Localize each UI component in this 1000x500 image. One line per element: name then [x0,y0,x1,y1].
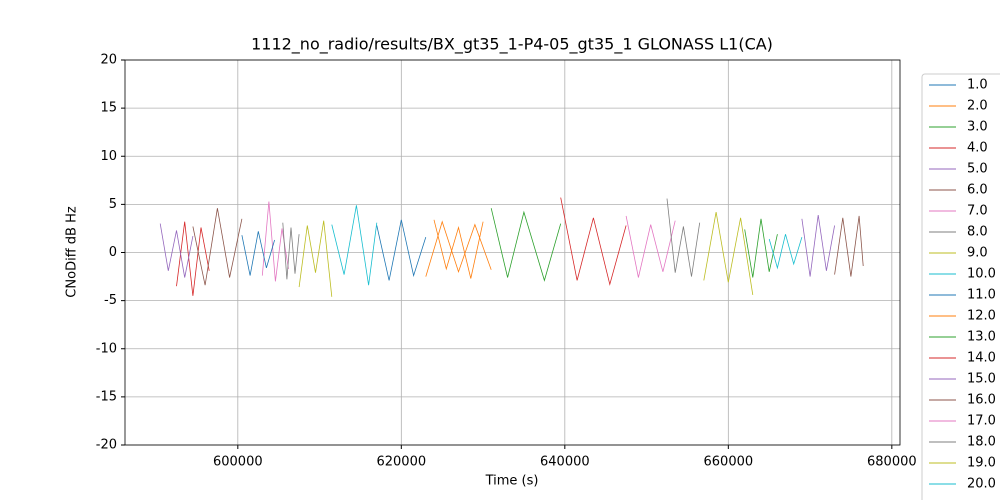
legend-label: 10.0 [967,267,996,282]
data-line [282,222,300,280]
data-line [241,231,275,276]
legend-label: 3.0 [967,120,988,135]
x-tick-label: 680000 [867,455,917,470]
data-line [768,234,803,270]
y-tick-label: -5 [104,293,117,308]
x-tick-label: 600000 [213,455,263,470]
legend-box [921,73,1000,500]
data-line [298,220,333,297]
legend-label: 2.0 [967,99,988,114]
data-line [425,220,492,277]
y-tick-label: 5 [109,197,117,212]
legend-label: 14.0 [967,351,996,366]
data-line [801,214,835,277]
data-line [176,221,210,296]
legend-label: 8.0 [967,225,988,240]
y-tick-label: 20 [100,53,117,68]
x-tick-label: 620000 [376,455,426,470]
legend-label: 9.0 [967,246,988,261]
plot-frame [124,59,901,446]
y-tick-label: 10 [100,149,117,164]
legend-label: 6.0 [967,183,988,198]
legend-label: 1.0 [967,78,988,93]
y-axis-label: CNoDiff dB Hz [65,206,80,298]
legend-label: 15.0 [967,372,996,387]
legend-label: 19.0 [967,456,996,471]
data-line [666,198,701,277]
legend-label: 4.0 [967,141,988,156]
y-tick-label: -10 [96,341,117,356]
legend-label: 20.0 [967,477,996,492]
legend-label: 13.0 [967,330,996,345]
legend-label: 7.0 [967,204,988,219]
data-line [703,212,754,295]
data-line [376,219,427,281]
data-line [261,201,289,282]
data-line [192,208,243,286]
y-tick-label: 15 [100,101,117,116]
legend-label: 17.0 [967,414,996,429]
chart-title: 1112_no_radio/results/BX_gt35_1-P4-05_gt… [251,35,773,55]
y-tick-label: 0 [109,245,117,260]
data-line [433,219,484,279]
data-line [331,205,378,286]
x-tick-label: 660000 [704,455,754,470]
legend-label: 12.0 [967,309,996,324]
x-tick-label: 640000 [540,455,590,470]
data-line [560,197,627,286]
legend-label: 18.0 [967,435,996,450]
legend-label: 16.0 [967,393,996,408]
data-line [490,208,562,282]
data-line [159,223,194,278]
legend-label: 11.0 [967,288,996,303]
y-tick-label: -15 [96,389,117,404]
data-line [744,218,778,278]
x-axis-label: Time (s) [485,474,539,489]
y-tick-label: -20 [96,438,117,453]
legend-label: 5.0 [967,162,988,177]
data-line [834,215,864,277]
legend: 1.0 2.0 3.0 4.0 5.0 6.0 7.0 8.0 9.0 10.0 11.0 12.0 1… [921,73,1000,500]
data-line [625,215,676,278]
